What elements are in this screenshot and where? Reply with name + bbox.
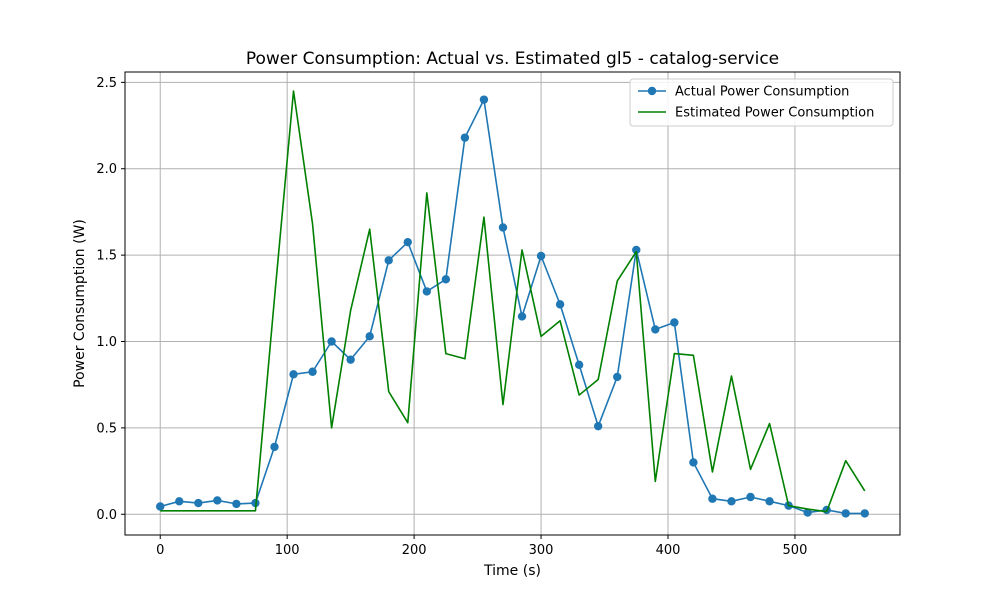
- data-point: [727, 497, 736, 506]
- data-point: [384, 256, 393, 265]
- data-point: [574, 360, 584, 370]
- axis-ticks: 0 100 200 300 400 500 0.0 0.5 1.0 1.5 2.0 2.5: [96, 76, 807, 558]
- data-point: [365, 332, 374, 341]
- series-layer: [156, 90, 869, 518]
- data-point: [422, 287, 432, 296]
- data-point: [175, 497, 184, 506]
- data-point: [670, 318, 679, 327]
- data-point: [232, 499, 241, 509]
- data-point: [841, 509, 850, 518]
- legend-swatch-marker: [647, 86, 657, 96]
- y-tick-label: 2.5: [96, 76, 117, 91]
- series-estimated: [160, 90, 866, 513]
- plot-frame: [124, 71, 901, 536]
- data-point: [613, 372, 622, 382]
- legend-box: [629, 78, 894, 127]
- data-point: [194, 498, 203, 508]
- x-axis-label: Time (s): [483, 563, 541, 579]
- data-point: [536, 251, 546, 261]
- x-tick-label: 100: [275, 543, 300, 558]
- data-point: [498, 223, 508, 232]
- series-line: [160, 90, 866, 513]
- data-point: [460, 133, 470, 142]
- legend-item-estimated: Estimated Power Consumption: [638, 106, 874, 121]
- data-point: [689, 458, 698, 467]
- x-tick-label: 0: [156, 543, 164, 558]
- data-point: [651, 325, 660, 334]
- data-point: [593, 421, 603, 431]
- data-point: [327, 337, 336, 346]
- y-tick-label: 0.5: [96, 421, 117, 436]
- x-tick-label: 200: [402, 543, 427, 558]
- data-point: [289, 370, 298, 379]
- data-point: [403, 237, 412, 247]
- legend-label: Actual Power Consumption: [675, 85, 849, 100]
- x-tick-label: 300: [529, 543, 554, 558]
- y-tick-label: 1.5: [96, 249, 117, 264]
- data-point: [708, 494, 717, 503]
- data-point: [765, 497, 774, 506]
- data-point: [860, 509, 869, 518]
- chart-title: Power Consumption: Actual vs. Estimated …: [246, 49, 779, 69]
- data-point: [213, 496, 222, 505]
- data-point: [346, 355, 355, 364]
- data-point: [270, 442, 279, 452]
- grid-lines: [125, 72, 900, 535]
- data-point: [479, 95, 489, 104]
- y-axis-label: Power Consumption (W): [72, 219, 88, 388]
- data-point: [632, 245, 641, 255]
- legend: Actual Power Consumption Estimated Power …: [629, 78, 894, 127]
- data-point: [746, 492, 755, 502]
- y-tick-label: 1.0: [96, 335, 117, 350]
- data-point: [156, 502, 165, 511]
- data-point: [803, 508, 812, 517]
- legend-label: Estimated Power Consumption: [675, 106, 874, 121]
- data-point: [308, 367, 317, 376]
- data-point: [555, 300, 565, 309]
- y-tick-label: 2.0: [96, 162, 117, 177]
- legend-item-actual: Actual Power Consumption: [638, 85, 849, 100]
- y-tick-label: 0.0: [96, 508, 117, 523]
- data-point: [441, 275, 451, 284]
- x-tick-label: 500: [783, 543, 808, 558]
- data-point: [517, 312, 527, 321]
- x-tick-label: 400: [656, 543, 681, 558]
